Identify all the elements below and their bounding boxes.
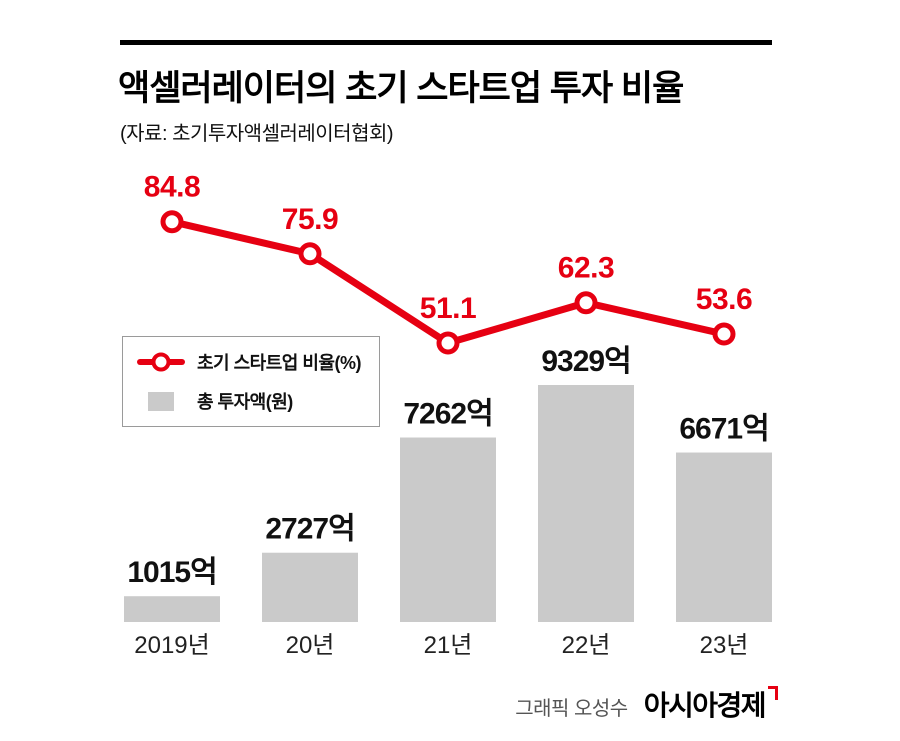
- credit-text: 그래픽 오성수: [515, 698, 628, 720]
- x-axis-label: 20년: [286, 632, 335, 659]
- point-value-label: 84.8: [144, 171, 200, 204]
- point-marker: [574, 291, 598, 315]
- credit-footer: 그래픽 오성수 아시아경제: [515, 684, 778, 724]
- x-axis-label: 21년: [424, 632, 473, 659]
- point-value-label: 62.3: [558, 252, 614, 285]
- bar-value-label: 1015억: [127, 556, 216, 589]
- bar: [538, 385, 634, 622]
- asiae-logo-mark-icon: [768, 686, 778, 700]
- point-marker: [436, 331, 460, 355]
- point-marker: [160, 210, 184, 234]
- top-rule: [120, 40, 772, 45]
- point-value-label: 53.6: [696, 283, 752, 316]
- x-axis-label: 2019년: [134, 632, 209, 659]
- legend-line-label: 초기 스타트업 비율(%): [197, 353, 361, 373]
- point-marker: [298, 242, 322, 266]
- legend-box: 초기 스타트업 비율(%) 총 투자액(원): [122, 336, 380, 427]
- point-marker: [712, 322, 736, 346]
- bar: [400, 437, 496, 622]
- bar-value-label: 7262억: [403, 398, 492, 431]
- bar: [262, 552, 358, 622]
- x-axis-label: 23년: [700, 632, 749, 659]
- bar-value-label: 6671억: [679, 413, 768, 446]
- point-value-label: 75.9: [282, 203, 338, 236]
- x-axis-label: 22년: [562, 632, 611, 659]
- bar: [676, 452, 772, 622]
- source-note: (자료: 초기투자액셀러레이터협회): [120, 123, 394, 145]
- line-series-swatch: [137, 352, 185, 372]
- bar-series-swatch: [148, 391, 174, 411]
- chart-title: 액셀러레이터의 초기 스타트업 투자 비율: [118, 69, 684, 108]
- asiae-logo-text: 아시아경제: [643, 690, 767, 721]
- legend-bar-label: 총 투자액(원): [197, 392, 293, 412]
- legend-row-bar: 총 투자액(원): [137, 388, 361, 414]
- bar: [124, 596, 220, 622]
- asiae-logo: 아시아경제: [644, 684, 778, 724]
- bar-value-label: 9329억: [541, 345, 630, 378]
- circle-marker-icon: [151, 352, 171, 372]
- point-value-label: 51.1: [420, 292, 476, 325]
- legend-row-line: 초기 스타트업 비율(%): [137, 349, 361, 375]
- bar-value-label: 2727억: [265, 513, 354, 546]
